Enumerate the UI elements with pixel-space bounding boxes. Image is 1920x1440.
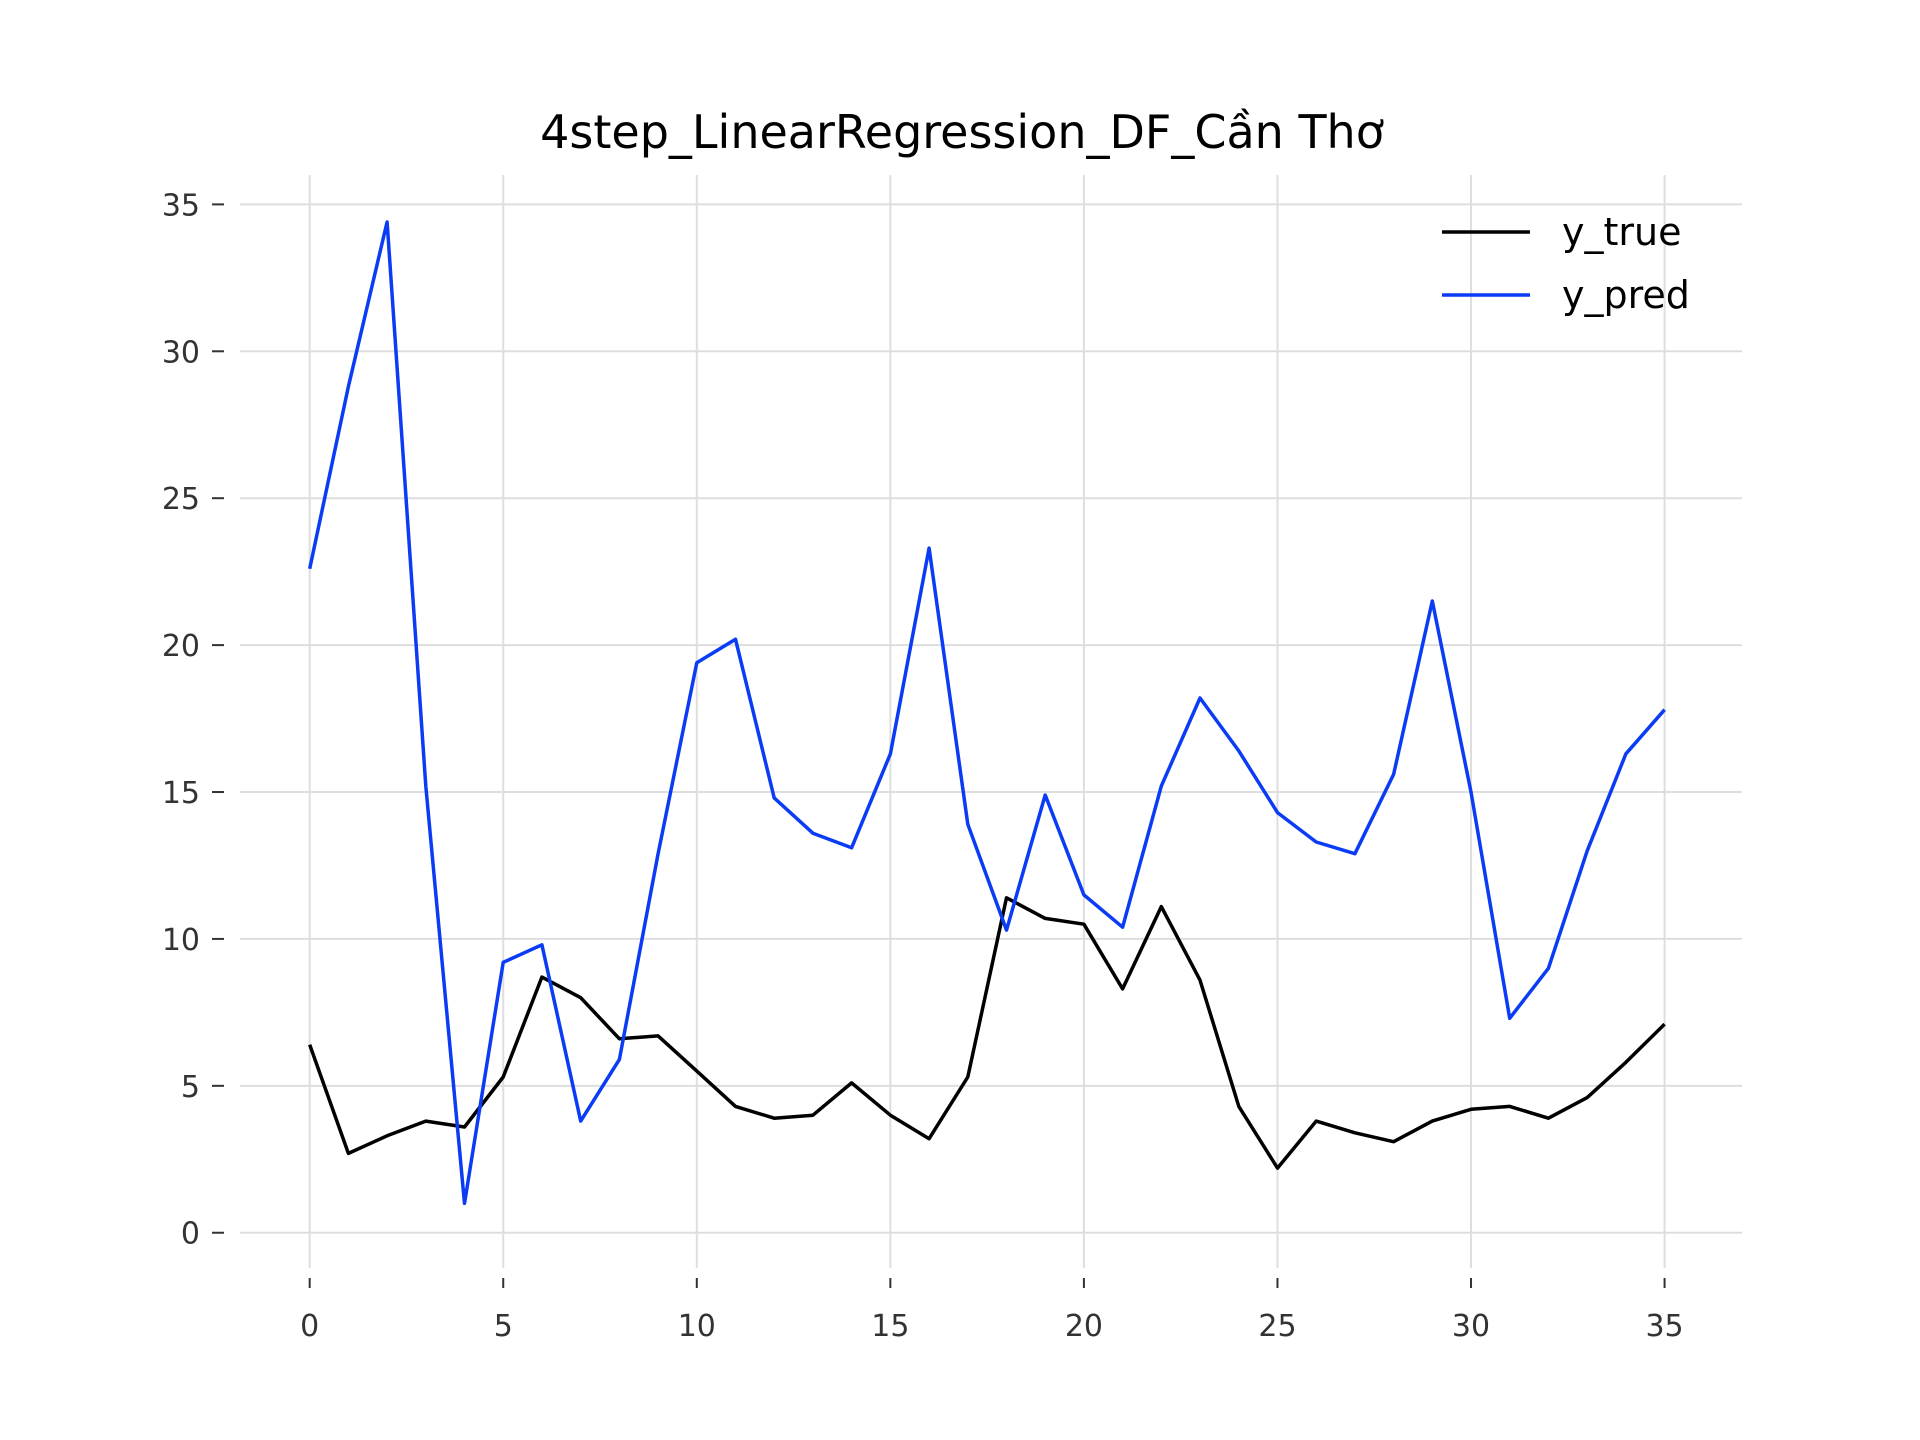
x-tick-label: 15: [871, 1309, 909, 1344]
y-tick-label: 35: [162, 188, 200, 223]
x-tick-label: 30: [1452, 1309, 1490, 1344]
series-line-y-true: [308, 896, 1666, 1170]
x-gridlines: [308, 175, 1666, 1268]
series-line-y-pred: [307, 220, 1666, 1206]
y-tick-label: 30: [162, 335, 200, 370]
x-tick-label: 35: [1645, 1309, 1683, 1344]
chart-title: 4step_LinearRegression_DF_Cần Thơ: [540, 105, 1384, 159]
y-tick-label: 20: [162, 629, 200, 664]
y-tick-label: 0: [181, 1217, 200, 1252]
x-axis-ticks: 0 5 10 15 20 25 30 35: [300, 1278, 1684, 1344]
y-tick-label: 10: [162, 923, 200, 958]
x-tick-label: 10: [678, 1309, 716, 1344]
x-tick-label: 5: [494, 1309, 513, 1344]
legend: y_true y_pred: [1442, 210, 1690, 317]
x-tick-label: 20: [1065, 1309, 1103, 1344]
legend-label-y-pred: y_pred: [1562, 273, 1690, 317]
y-axis-ticks: 0 5 10 15 20 25 30 35: [162, 188, 224, 1252]
y-gridlines: [240, 203, 1742, 1234]
y-tick-label: 15: [162, 776, 200, 811]
y-tick-label: 25: [162, 482, 200, 517]
x-tick-label: 25: [1258, 1309, 1296, 1344]
x-tick-label: 0: [300, 1309, 319, 1344]
legend-label-y-true: y_true: [1562, 210, 1681, 254]
series-layer: [307, 220, 1666, 1206]
y-tick-label: 5: [181, 1070, 200, 1105]
